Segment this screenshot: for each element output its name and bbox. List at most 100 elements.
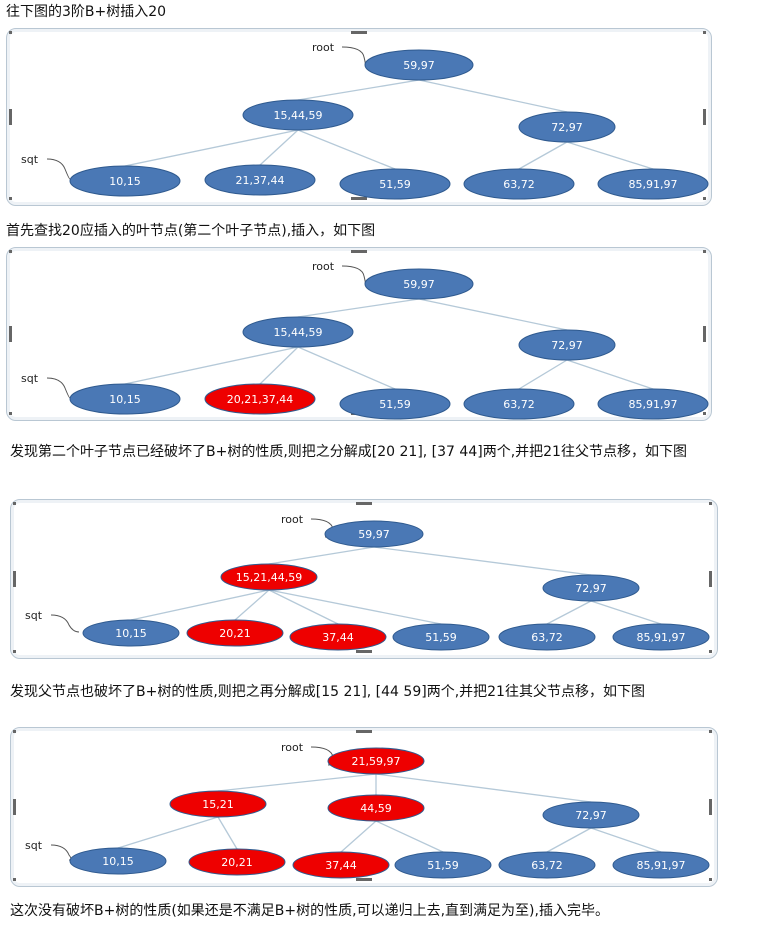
edge-internal-leaf-1 bbox=[234, 589, 270, 621]
leaf-node-1-keys: 20,21 bbox=[219, 627, 251, 640]
edge-internal-leaf-3 bbox=[268, 589, 442, 625]
root-pointer bbox=[341, 46, 366, 66]
caption-3: 发现第二个叶子节点已经破坏了B+树的性质,则把之分解成[20 21], [37 … bbox=[10, 444, 687, 460]
leaf-node-4-keys: 63,72 bbox=[531, 859, 563, 872]
edge-root-internal-1 bbox=[418, 298, 568, 331]
diagram-panel-1: root sqt 59,97 15,44,59 72,97 10,15 21,37,44 51… bbox=[6, 28, 712, 206]
resize-grip bbox=[709, 650, 712, 653]
leaf-node-3-keys: 51,59 bbox=[427, 859, 459, 872]
leaf-node-3-ellipse bbox=[463, 168, 575, 200]
resize-grip bbox=[13, 502, 16, 505]
resize-grip bbox=[13, 730, 16, 733]
internal-node-1-ellipse bbox=[518, 329, 616, 361]
internal-node-1-ellipse bbox=[518, 111, 616, 143]
bplus-tree-diagram-2: root sqt 59,97 15,44,59 72,97 10,15 20,21,37,4… bbox=[9, 250, 709, 420]
leaf-node-0-ellipse bbox=[69, 383, 181, 415]
sqt-pointer bbox=[46, 158, 71, 180]
leaf-node-1-keys: 21,37,44 bbox=[236, 174, 285, 187]
edge-internal-leaf-2 bbox=[297, 129, 396, 170]
edge-root-internal-2 bbox=[375, 773, 592, 803]
edge-internal-leaf-0 bbox=[124, 129, 299, 167]
resize-grip bbox=[9, 326, 12, 342]
internal-node-0-ellipse bbox=[169, 790, 267, 818]
internal-node-1-ellipse bbox=[327, 794, 425, 822]
leaf-node-2-keys: 37,44 bbox=[325, 859, 357, 872]
leaf-node-2-keys: 51,59 bbox=[379, 398, 411, 411]
leaf-node-0-keys: 10,15 bbox=[109, 393, 141, 406]
leaf-node-5-ellipse bbox=[612, 851, 710, 879]
resize-grip bbox=[703, 197, 706, 200]
edge-internal-leaf-4 bbox=[546, 827, 592, 853]
root-label: root bbox=[281, 513, 304, 526]
sqt-pointer bbox=[46, 377, 71, 399]
edge-root-internal-1 bbox=[418, 79, 568, 113]
diagram-panel-2: root sqt 59,97 15,44,59 72,97 10,15 20,21,37,4… bbox=[6, 247, 712, 421]
internal-node-0-ellipse bbox=[242, 316, 354, 348]
sqt-label: sqt bbox=[25, 609, 43, 622]
leaf-node-4-keys: 63,72 bbox=[531, 631, 563, 644]
bplus-tree-diagram-1: root sqt 59,97 15,44,59 72,97 10,15 21,37,44 51… bbox=[9, 31, 709, 200]
edge-internal-leaf-2 bbox=[268, 589, 339, 625]
resize-grip bbox=[9, 197, 12, 200]
resize-grip bbox=[9, 412, 12, 415]
edge-internal-leaf-0 bbox=[117, 816, 219, 849]
edge-internal-leaf-5 bbox=[590, 600, 662, 625]
root-label: root bbox=[281, 741, 304, 754]
resize-grip bbox=[13, 799, 16, 815]
resize-grip bbox=[351, 197, 367, 200]
edge-internal-leaf-2 bbox=[340, 820, 377, 853]
sqt-label: sqt bbox=[21, 372, 39, 385]
internal-node-1-ellipse bbox=[542, 574, 640, 602]
resize-grip bbox=[9, 250, 12, 253]
leaf-node-2-keys: 37,44 bbox=[322, 631, 354, 644]
leaf-node-4-keys: 85,91,97 bbox=[629, 398, 678, 411]
resize-grip bbox=[356, 502, 372, 505]
resize-grip bbox=[703, 31, 706, 34]
resize-grip bbox=[351, 250, 367, 253]
leaf-node-0-keys: 10,15 bbox=[109, 175, 141, 188]
leaf-node-4-ellipse bbox=[498, 623, 596, 651]
sqt-label: sqt bbox=[21, 153, 39, 166]
leaf-node-0-keys: 10,15 bbox=[115, 627, 147, 640]
resize-grip bbox=[13, 878, 16, 881]
leaf-node-0-ellipse bbox=[69, 847, 167, 875]
root-node-keys: 21,59,97 bbox=[352, 755, 401, 768]
leaf-node-5-keys: 85,91,97 bbox=[637, 859, 686, 872]
internal-node-2-keys: 72,97 bbox=[575, 809, 607, 822]
leaf-node-4-keys: 85,91,97 bbox=[629, 178, 678, 191]
leaf-node-4-ellipse bbox=[597, 388, 709, 420]
sqt-label: sqt bbox=[25, 839, 43, 852]
edge-internal-leaf-1 bbox=[259, 129, 299, 166]
root-pointer bbox=[341, 265, 366, 285]
leaf-node-0-keys: 10,15 bbox=[102, 855, 134, 868]
leaf-node-3-keys: 51,59 bbox=[425, 631, 457, 644]
leaf-node-1-keys: 20,21 bbox=[221, 856, 253, 869]
resize-grip bbox=[703, 250, 706, 253]
edge-internal-leaf-1 bbox=[217, 816, 238, 850]
resize-grip bbox=[13, 571, 16, 587]
leaf-node-1-keys: 20,21,37,44 bbox=[227, 393, 293, 406]
resize-grip bbox=[356, 650, 372, 653]
leaf-node-2-ellipse bbox=[292, 851, 390, 879]
internal-node-1-keys: 72,97 bbox=[551, 121, 583, 134]
caption-2: 首先查找20应插入的叶节点(第二个叶子节点),插入，如下图 bbox=[6, 223, 376, 239]
edge-internal-leaf-3 bbox=[375, 820, 444, 853]
internal-node-1-keys: 44,59 bbox=[360, 802, 392, 815]
internal-node-2-ellipse bbox=[542, 801, 640, 829]
edge-internal-leaf-3 bbox=[518, 141, 568, 170]
edge-root-internal-0 bbox=[268, 546, 375, 565]
resize-grip bbox=[703, 412, 706, 415]
resize-grip bbox=[703, 326, 706, 342]
leaf-node-4-ellipse bbox=[597, 168, 709, 200]
leaf-node-2-ellipse bbox=[339, 168, 451, 200]
sqt-pointer bbox=[50, 614, 80, 633]
resize-grip bbox=[703, 109, 706, 125]
resize-grip bbox=[709, 799, 712, 815]
resize-grip bbox=[356, 730, 372, 733]
diagram-panel-4: root sqt 21,59,97 15,21 44,59 72,97 10,15 20,21… bbox=[10, 727, 718, 887]
leaf-node-0-ellipse bbox=[82, 619, 180, 647]
resize-grip bbox=[9, 31, 12, 34]
edge-internal-leaf-1 bbox=[259, 346, 299, 385]
resize-grip bbox=[356, 878, 372, 881]
leaf-node-3-keys: 63,72 bbox=[503, 398, 535, 411]
